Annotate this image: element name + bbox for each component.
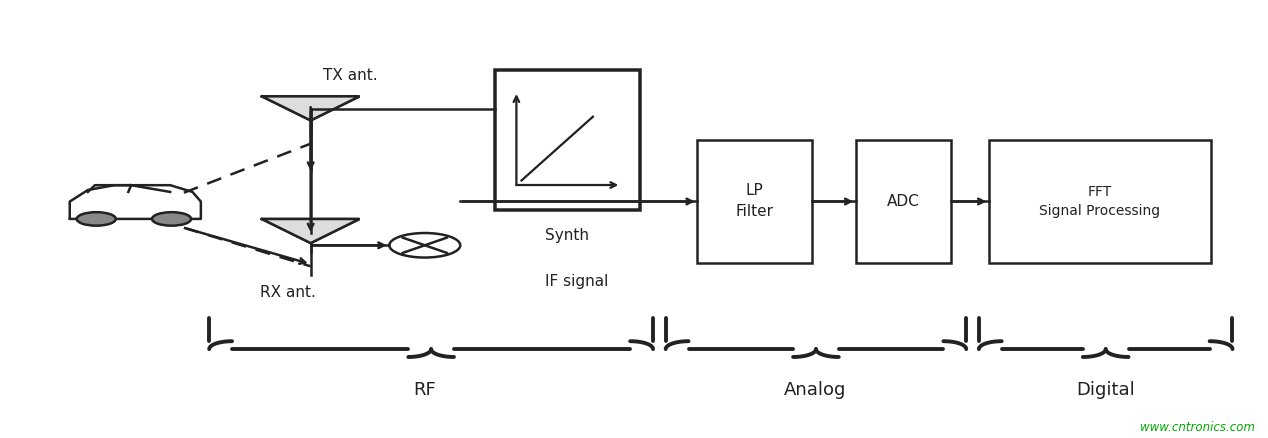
Text: FFT
Signal Processing: FFT Signal Processing <box>1040 185 1160 218</box>
Bar <box>495 70 640 210</box>
Text: RF: RF <box>413 381 436 399</box>
Text: Analog: Analog <box>784 381 847 399</box>
Bar <box>989 140 1211 263</box>
Text: IF signal: IF signal <box>545 274 609 289</box>
Circle shape <box>76 212 115 226</box>
Text: RX ant.: RX ant. <box>260 285 316 300</box>
Text: LP
Filter: LP Filter <box>735 184 773 219</box>
Text: www.cntronics.com: www.cntronics.com <box>1140 420 1255 434</box>
Bar <box>697 140 812 263</box>
Bar <box>856 140 951 263</box>
Circle shape <box>152 212 191 226</box>
Text: Digital: Digital <box>1077 381 1135 399</box>
Text: TX ant.: TX ant. <box>323 68 378 83</box>
Text: ADC: ADC <box>888 194 919 209</box>
Polygon shape <box>261 219 360 243</box>
Polygon shape <box>261 96 360 120</box>
Text: Synth: Synth <box>545 228 590 243</box>
